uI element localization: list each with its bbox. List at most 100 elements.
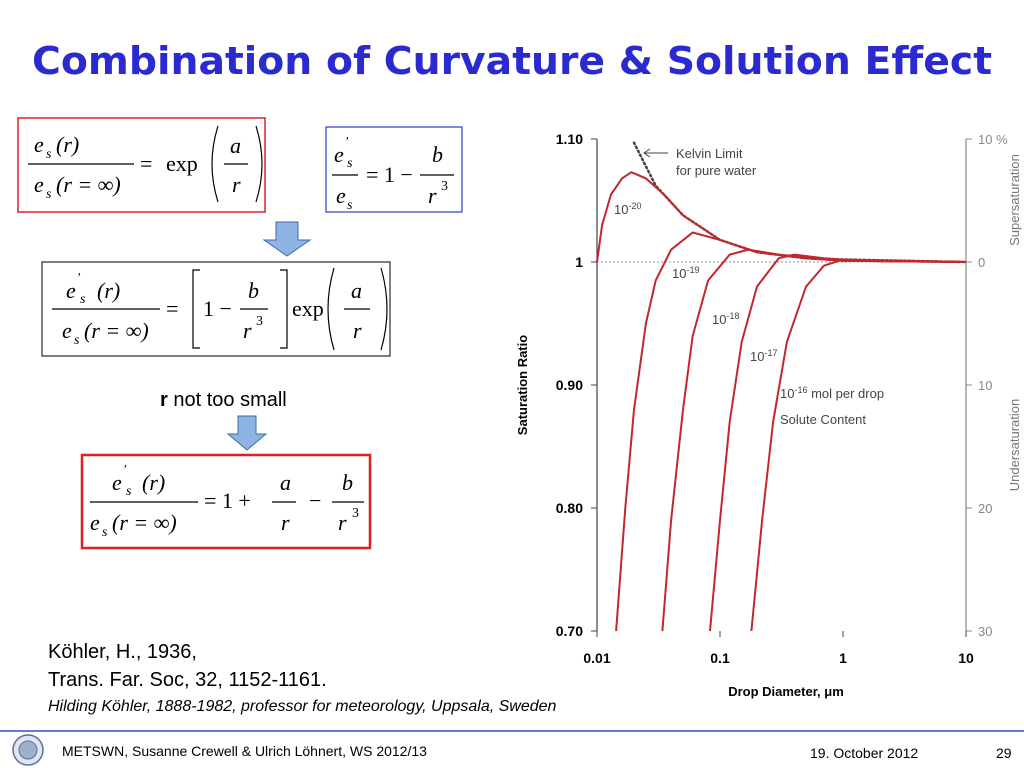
curve-label: 10-19: [672, 265, 699, 281]
eq-part: exp: [292, 296, 324, 321]
paren: [211, 125, 263, 203]
x-tick-label: 10: [958, 650, 974, 666]
box: [17, 117, 266, 213]
eq-part: e: [336, 183, 346, 208]
condition: r not too small: [160, 389, 287, 411]
series-line: [615, 231, 967, 632]
eq-part: b: [342, 470, 353, 495]
equation-4: e ' s (r) e s (r = ∞) = 1 + a r − b r 3: [80, 453, 372, 550]
series-line: [596, 171, 967, 263]
eq-part: e: [334, 142, 344, 167]
eq-part: s: [46, 187, 52, 202]
eq-part: 3: [256, 314, 263, 329]
condition-bold: r: [160, 389, 168, 411]
suffix: mol per drop: [807, 386, 884, 401]
x-tick-label: 1: [839, 650, 847, 666]
eq-part: =: [140, 151, 152, 176]
y-tick-label: 1.10: [556, 131, 583, 147]
equation-2: e ' s e s = 1 − b r 3: [325, 126, 463, 213]
footer-text: METSWN, Susanne Crewell & Ulrich Löhnert…: [62, 743, 427, 759]
base: 10: [672, 266, 686, 281]
x-axis-label: Drop Diameter, μm: [728, 684, 844, 699]
eq-part: (r = ∞): [84, 318, 149, 343]
eq-part: s: [347, 198, 353, 213]
arrow: [226, 415, 268, 451]
title: Combination of Curvature & Solution Effe…: [32, 39, 992, 83]
eq-part: e: [66, 278, 76, 303]
series-line: [750, 258, 967, 632]
eq-part: (r): [56, 132, 79, 157]
y-axis-label: Saturation Ratio: [515, 335, 530, 435]
base: 10: [750, 349, 764, 364]
eq-part: b: [432, 142, 443, 167]
eq-part: r: [353, 318, 362, 343]
eq-part: (r = ∞): [112, 510, 177, 535]
exp: -17: [764, 348, 777, 358]
box: [325, 126, 463, 213]
eq-part: =: [166, 296, 178, 321]
exp: -16: [794, 385, 807, 395]
annotation: Kelvin Limit: [676, 146, 743, 161]
eq-part: e: [34, 132, 44, 157]
bracket: [192, 269, 288, 349]
eq-part: ': [345, 135, 349, 150]
y-tick-label: 0.70: [556, 623, 583, 639]
eq-part: ': [123, 463, 127, 478]
eq-part: r: [338, 510, 347, 535]
eq-part: r: [281, 510, 290, 535]
eq-part: s: [80, 292, 86, 307]
curve-label: 10-20: [614, 201, 641, 217]
eq-part: s: [347, 156, 353, 171]
y-tick-label: 1: [575, 254, 583, 270]
citation: Köhler, H., 1936,: [48, 641, 197, 663]
base: 10: [780, 386, 794, 401]
eq-part: e: [34, 172, 44, 197]
series-line: [661, 248, 967, 632]
curve-label: 10-17: [750, 348, 777, 364]
page-number: 29: [996, 745, 1012, 761]
eq-part: (r): [142, 470, 165, 495]
eq-part: 1 −: [203, 296, 232, 321]
box: [41, 261, 391, 357]
eq-part: = 1 −: [366, 162, 413, 187]
eq-part: r: [243, 318, 252, 343]
eq-part: −: [309, 488, 321, 513]
eq-part: r: [428, 183, 437, 208]
y2-tick-label: 20: [978, 501, 992, 516]
eq-part: = 1 +: [204, 488, 251, 513]
eq-part: 3: [352, 506, 359, 521]
curve-label: 10-16 mol per drop: [780, 385, 884, 401]
box: [80, 453, 372, 550]
eq-part: e: [62, 318, 72, 343]
exp: -20: [628, 201, 641, 211]
condition-rest: not too small: [168, 389, 287, 411]
eq-part: a: [230, 133, 241, 158]
eq-part: s: [46, 147, 52, 162]
eq-part: (r): [97, 278, 120, 303]
y-tick-label: 0.90: [556, 377, 583, 393]
eq-part: a: [280, 470, 291, 495]
y2-tick-label: 0: [978, 255, 985, 270]
eq-part: r: [232, 172, 241, 197]
annotation-arrow: [643, 148, 668, 158]
eq-part: ': [77, 271, 81, 286]
x-tick-label: 0.01: [583, 650, 610, 666]
y2-axis-label: Undersaturation: [1007, 399, 1022, 492]
x-tick-label: 0.1: [710, 650, 730, 666]
exp: -19: [686, 265, 699, 275]
y2-tick-label: 10 %: [978, 132, 1008, 147]
arrow: [262, 221, 312, 257]
citation-note: Hilding Köhler, 1888-1982, professor for…: [48, 698, 557, 715]
base: 10: [614, 202, 628, 217]
eq-part: b: [248, 278, 259, 303]
footer-date: 19. October 2012: [810, 745, 918, 761]
y2-tick-label: 30: [978, 624, 992, 639]
eq-part: e: [90, 510, 100, 535]
eq-part: s: [74, 333, 80, 348]
eq-part: s: [102, 525, 108, 540]
paren: [327, 267, 388, 351]
eq-part: a: [351, 278, 362, 303]
